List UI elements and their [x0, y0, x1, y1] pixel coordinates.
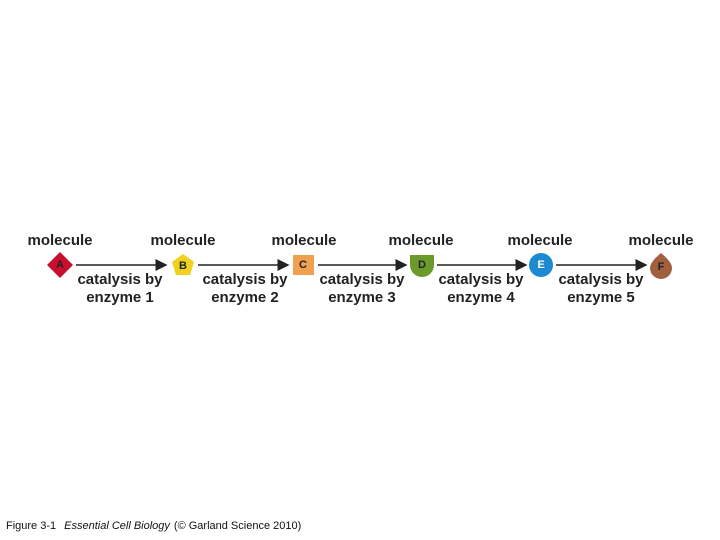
molecule-letter: D [418, 259, 426, 271]
caption-book: Essential Cell Biology [64, 520, 171, 532]
step-label: catalysis by [319, 271, 405, 288]
molecule-letter: A [56, 259, 64, 271]
step-label: catalysis by [438, 271, 524, 288]
molecule-label: molecule [271, 232, 336, 249]
step-label: catalysis by [77, 271, 163, 288]
molecule-letter: B [179, 260, 187, 272]
molecule-e: E [529, 253, 553, 277]
molecule-letter: F [658, 261, 665, 273]
molecule-label: molecule [628, 232, 693, 249]
molecule-d: D [410, 255, 434, 277]
molecule-b: B [172, 254, 194, 275]
molecule-label: molecule [388, 232, 453, 249]
step-label: enzyme 1 [86, 289, 154, 306]
molecule-letter: C [299, 259, 307, 271]
step-label: catalysis by [558, 271, 644, 288]
molecule-a: A [47, 252, 73, 278]
molecule-letter: E [537, 259, 544, 271]
caption-figure: Figure 3-1 [6, 520, 56, 532]
caption-credit: (© Garland Science 2010) [174, 520, 301, 532]
molecule-label: molecule [507, 232, 572, 249]
molecule-label: molecule [150, 232, 215, 249]
molecule-f: F [650, 253, 672, 279]
step-label: enzyme 5 [567, 289, 635, 306]
molecule-c: C [293, 255, 314, 275]
molecule-label: molecule [27, 232, 92, 249]
step-label: enzyme 3 [328, 289, 396, 306]
step-label: enzyme 4 [447, 289, 515, 306]
caption: Figure 3-1 Essential Cell Biology (© Garla… [6, 520, 301, 532]
step-label: catalysis by [202, 271, 288, 288]
step-label: enzyme 2 [211, 289, 279, 306]
